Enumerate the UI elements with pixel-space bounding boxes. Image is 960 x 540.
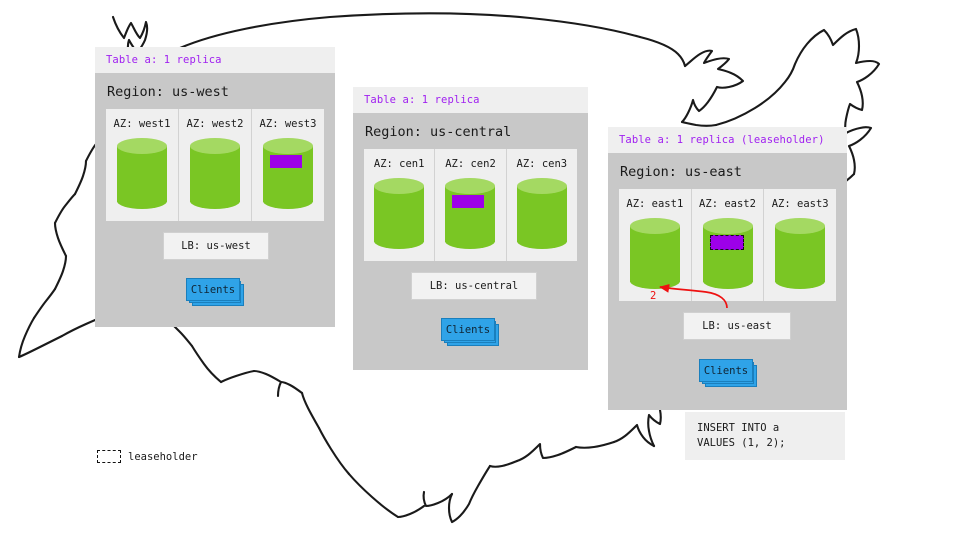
clients-button-us-central[interactable]: Clients (441, 318, 499, 346)
range-replica-west3 (270, 155, 302, 168)
az-strip-us-central: AZ: cen1 AZ: cen2 AZ: cen3 (364, 149, 577, 261)
cylinder-top (516, 178, 567, 194)
region-title-us-central: Region: us-central (365, 124, 512, 140)
region-title-us-west: Region: us-west (107, 84, 229, 100)
node-cylinder-east2[interactable] (702, 218, 753, 289)
replica-header-us-central: Table a: 1 replica (353, 87, 588, 113)
clients-label: Clients (703, 364, 749, 377)
clients-stack-front[interactable]: Clients (186, 278, 240, 301)
region-panel-us-central: Table a: 1 replica Region: us-central AZ… (353, 87, 588, 370)
node-cylinder-cen2[interactable] (445, 178, 496, 249)
cylinder-top (374, 178, 425, 194)
az-label-cen2: AZ: cen2 (445, 158, 496, 170)
cylinder-top (263, 138, 313, 154)
arrow-step-label: 2 (650, 290, 657, 302)
node-cylinder-east3[interactable] (775, 218, 826, 289)
load-balancer-us-central[interactable]: LB: us-central (411, 272, 537, 300)
az-cell-west1[interactable]: AZ: west1 (106, 109, 178, 221)
load-balancer-us-east[interactable]: LB: us-east (683, 312, 791, 340)
cylinder-top (117, 138, 167, 154)
node-cylinder-west1[interactable] (117, 138, 167, 209)
az-strip-us-east: AZ: east1 AZ: east2 AZ: east3 (619, 189, 836, 301)
cylinder-body (117, 146, 167, 202)
cylinder-top (629, 218, 680, 234)
cylinder-body (775, 226, 826, 282)
az-label-west3: AZ: west3 (259, 118, 317, 130)
replica-header-us-west: Table a: 1 replica (95, 47, 335, 73)
az-cell-west3[interactable]: AZ: west3 (251, 109, 324, 221)
az-cell-west2[interactable]: AZ: west2 (178, 109, 251, 221)
dashed-rectangle-icon (97, 450, 121, 463)
node-cylinder-east1[interactable] (629, 218, 680, 289)
az-label-west1: AZ: west1 (113, 118, 171, 130)
az-cell-cen1[interactable]: AZ: cen1 (364, 149, 434, 261)
cylinder-top (190, 138, 240, 154)
cylinder-top (445, 178, 496, 194)
clients-label: Clients (190, 283, 236, 296)
legend-label: leaseholder (128, 450, 198, 463)
az-label-west2: AZ: west2 (186, 118, 244, 130)
load-balancer-us-west[interactable]: LB: us-west (163, 232, 269, 260)
node-cylinder-west3[interactable] (263, 138, 313, 209)
cylinder-body (374, 186, 425, 242)
range-replica-leaseholder-east2 (709, 235, 744, 250)
az-label-east2: AZ: east2 (699, 198, 756, 210)
region-title-us-east: Region: us-east (620, 164, 742, 180)
cylinder-body (516, 186, 567, 242)
clients-button-us-east[interactable]: Clients (699, 359, 757, 387)
clients-stack-front[interactable]: Clients (699, 359, 753, 382)
range-replica-cen2 (452, 195, 485, 208)
az-label-cen3: AZ: cen3 (516, 158, 568, 170)
az-cell-east3[interactable]: AZ: east3 (763, 189, 836, 301)
cylinder-top (775, 218, 826, 234)
az-cell-cen3[interactable]: AZ: cen3 (505, 149, 577, 261)
node-cylinder-cen1[interactable] (374, 178, 425, 249)
node-cylinder-west2[interactable] (190, 138, 240, 209)
cylinder-body (190, 146, 240, 202)
sql-statement-box: INSERT INTO a VALUES (1, 2); (685, 412, 845, 460)
az-strip-us-west: AZ: west1 AZ: west2 AZ: west3 (106, 109, 324, 221)
cylinder-top (702, 218, 753, 234)
legend: leaseholder (97, 450, 198, 463)
region-panel-us-east: Table a: 1 replica (leaseholder) Region:… (608, 127, 847, 410)
az-label-cen1: AZ: cen1 (373, 158, 425, 170)
clients-label: Clients (445, 323, 491, 336)
region-panel-us-west: Table a: 1 replica Region: us-west AZ: w… (95, 47, 335, 327)
clients-stack-front[interactable]: Clients (441, 318, 495, 341)
az-cell-east2[interactable]: AZ: east2 (690, 189, 764, 301)
az-cell-east1[interactable]: AZ: east1 (619, 189, 691, 301)
cylinder-body (629, 226, 680, 282)
replica-header-us-east: Table a: 1 replica (leaseholder) (608, 127, 847, 153)
node-cylinder-cen3[interactable] (516, 178, 567, 249)
az-label-east1: AZ: east1 (626, 198, 684, 210)
clients-button-us-west[interactable]: Clients (186, 278, 244, 306)
az-cell-cen2[interactable]: AZ: cen2 (434, 149, 505, 261)
az-label-east3: AZ: east3 (771, 198, 829, 210)
